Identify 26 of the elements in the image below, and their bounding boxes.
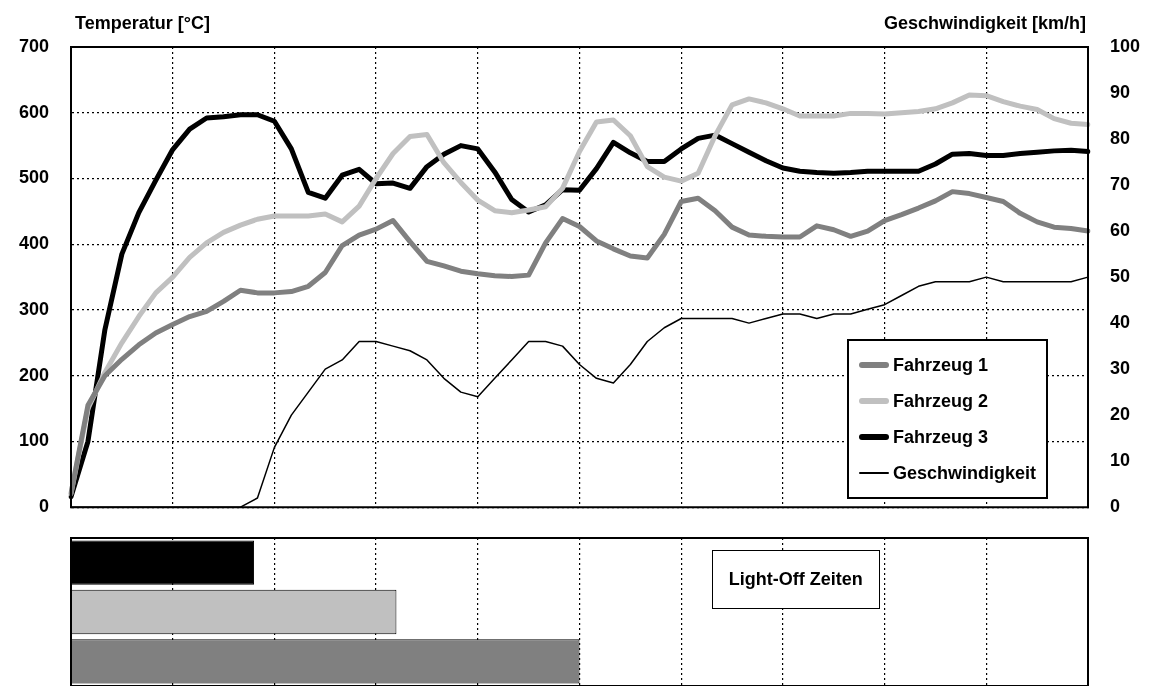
legend-label: Fahrzeug 2 [892, 390, 988, 412]
y-tick-label: 600 [18, 101, 49, 122]
y2-axis-title: Geschwindigkeit [km/h] [883, 13, 1086, 34]
y2-tick-label: 50 [1110, 266, 1131, 287]
y2-tick-label: 70 [1110, 174, 1131, 195]
y-axis-title: Temperatur [°C] [75, 13, 210, 34]
y2-tick-label: 100 [1110, 35, 1141, 56]
y-tick-label: 200 [18, 364, 49, 385]
y-tick-label: 700 [18, 35, 49, 56]
y-tick-label: 500 [18, 167, 49, 188]
y2-tick-label: 60 [1110, 220, 1131, 241]
y2-tick-label: 0 [1110, 496, 1121, 517]
y2-tick-label: 40 [1110, 312, 1131, 333]
y2-tick-label: 10 [1110, 450, 1131, 471]
text: Light-Off Zeiten [711, 550, 880, 609]
legend-label: Fahrzeug 1 [892, 354, 988, 376]
y2-tick-label: 80 [1110, 128, 1131, 149]
legend-label: Geschwindigkeit [892, 462, 1036, 484]
y2-tick-label: 90 [1110, 81, 1131, 102]
y-tick-label: 100 [18, 430, 49, 451]
legend-label: Fahrzeug 3 [892, 426, 988, 448]
y-tick-label: 0 [38, 496, 49, 517]
y-tick-label: 400 [18, 233, 49, 254]
y2-tick-label: 20 [1110, 404, 1131, 425]
y-tick-label: 300 [18, 298, 49, 319]
y2-tick-label: 30 [1110, 358, 1131, 379]
